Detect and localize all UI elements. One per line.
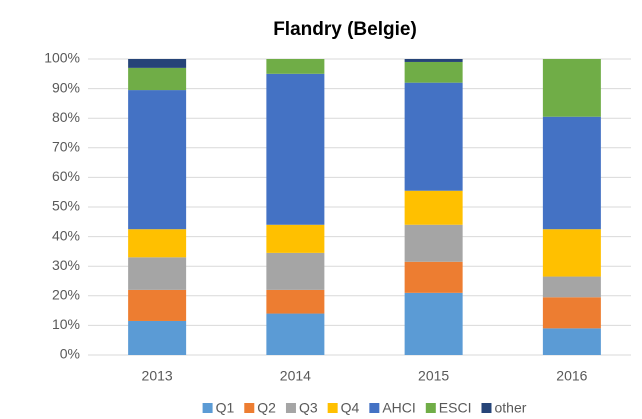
bar-segment	[266, 73, 325, 225]
legend-label: Q2	[257, 400, 276, 416]
legend-label: Q4	[341, 400, 360, 416]
chart-title: Flandry (Belgie)	[273, 19, 417, 40]
legend-label: Q3	[299, 400, 318, 416]
bar-segment	[404, 59, 463, 62]
bar-segment	[266, 224, 325, 253]
bar-segment	[542, 276, 601, 298]
y-tick-label: 40%	[52, 227, 80, 243]
y-tick-label: 90%	[52, 79, 80, 95]
bar-segment	[128, 229, 187, 258]
bar-segment	[404, 190, 463, 225]
bar-segment	[128, 90, 187, 230]
y-tick-label: 30%	[52, 257, 80, 273]
legend-swatch	[425, 403, 436, 413]
y-tick-label: 100%	[44, 50, 80, 66]
x-tick-label: 2015	[418, 368, 449, 384]
y-tick-label: 60%	[52, 168, 80, 184]
bar-segment	[128, 289, 187, 321]
bar-segment	[542, 116, 601, 230]
bar-segment	[404, 224, 463, 262]
bar-segment	[128, 67, 187, 91]
bar-segment	[404, 61, 463, 83]
y-tick-label: 50%	[52, 198, 80, 214]
legend-swatch	[369, 403, 380, 413]
legend-label: ESCI	[439, 400, 472, 416]
y-tick-label: 20%	[52, 287, 80, 303]
x-tick-label: 2016	[556, 368, 587, 384]
legend-swatch	[285, 403, 296, 413]
bar-segment	[128, 320, 187, 355]
legend-swatch	[202, 403, 213, 413]
bar-segment	[266, 59, 325, 74]
bar-segment	[542, 297, 601, 329]
x-tick-label: 2013	[142, 368, 173, 384]
legend-label: AHCI	[382, 400, 415, 416]
bar-segment	[404, 292, 463, 355]
y-tick-label: 10%	[52, 316, 80, 332]
legend-swatch	[327, 403, 338, 413]
legend-label: other	[494, 400, 526, 416]
bar-segment	[266, 289, 325, 314]
bar-segment	[404, 82, 463, 191]
y-tick-label: 80%	[52, 109, 80, 125]
bar-segment	[542, 328, 601, 355]
bar-segment	[128, 257, 187, 290]
legend-swatch	[481, 403, 492, 413]
bar-segment	[542, 229, 601, 277]
y-tick-label: 0%	[60, 346, 80, 362]
legend-swatch	[244, 403, 255, 413]
y-tick-label: 70%	[52, 139, 80, 155]
bar-segment	[266, 313, 325, 355]
legend-label: Q1	[216, 400, 235, 416]
bar-segment	[266, 252, 325, 290]
x-tick-label: 2014	[280, 368, 311, 384]
bar-segment	[542, 59, 601, 117]
bar-segment	[128, 59, 187, 68]
bar-segment	[404, 261, 463, 293]
